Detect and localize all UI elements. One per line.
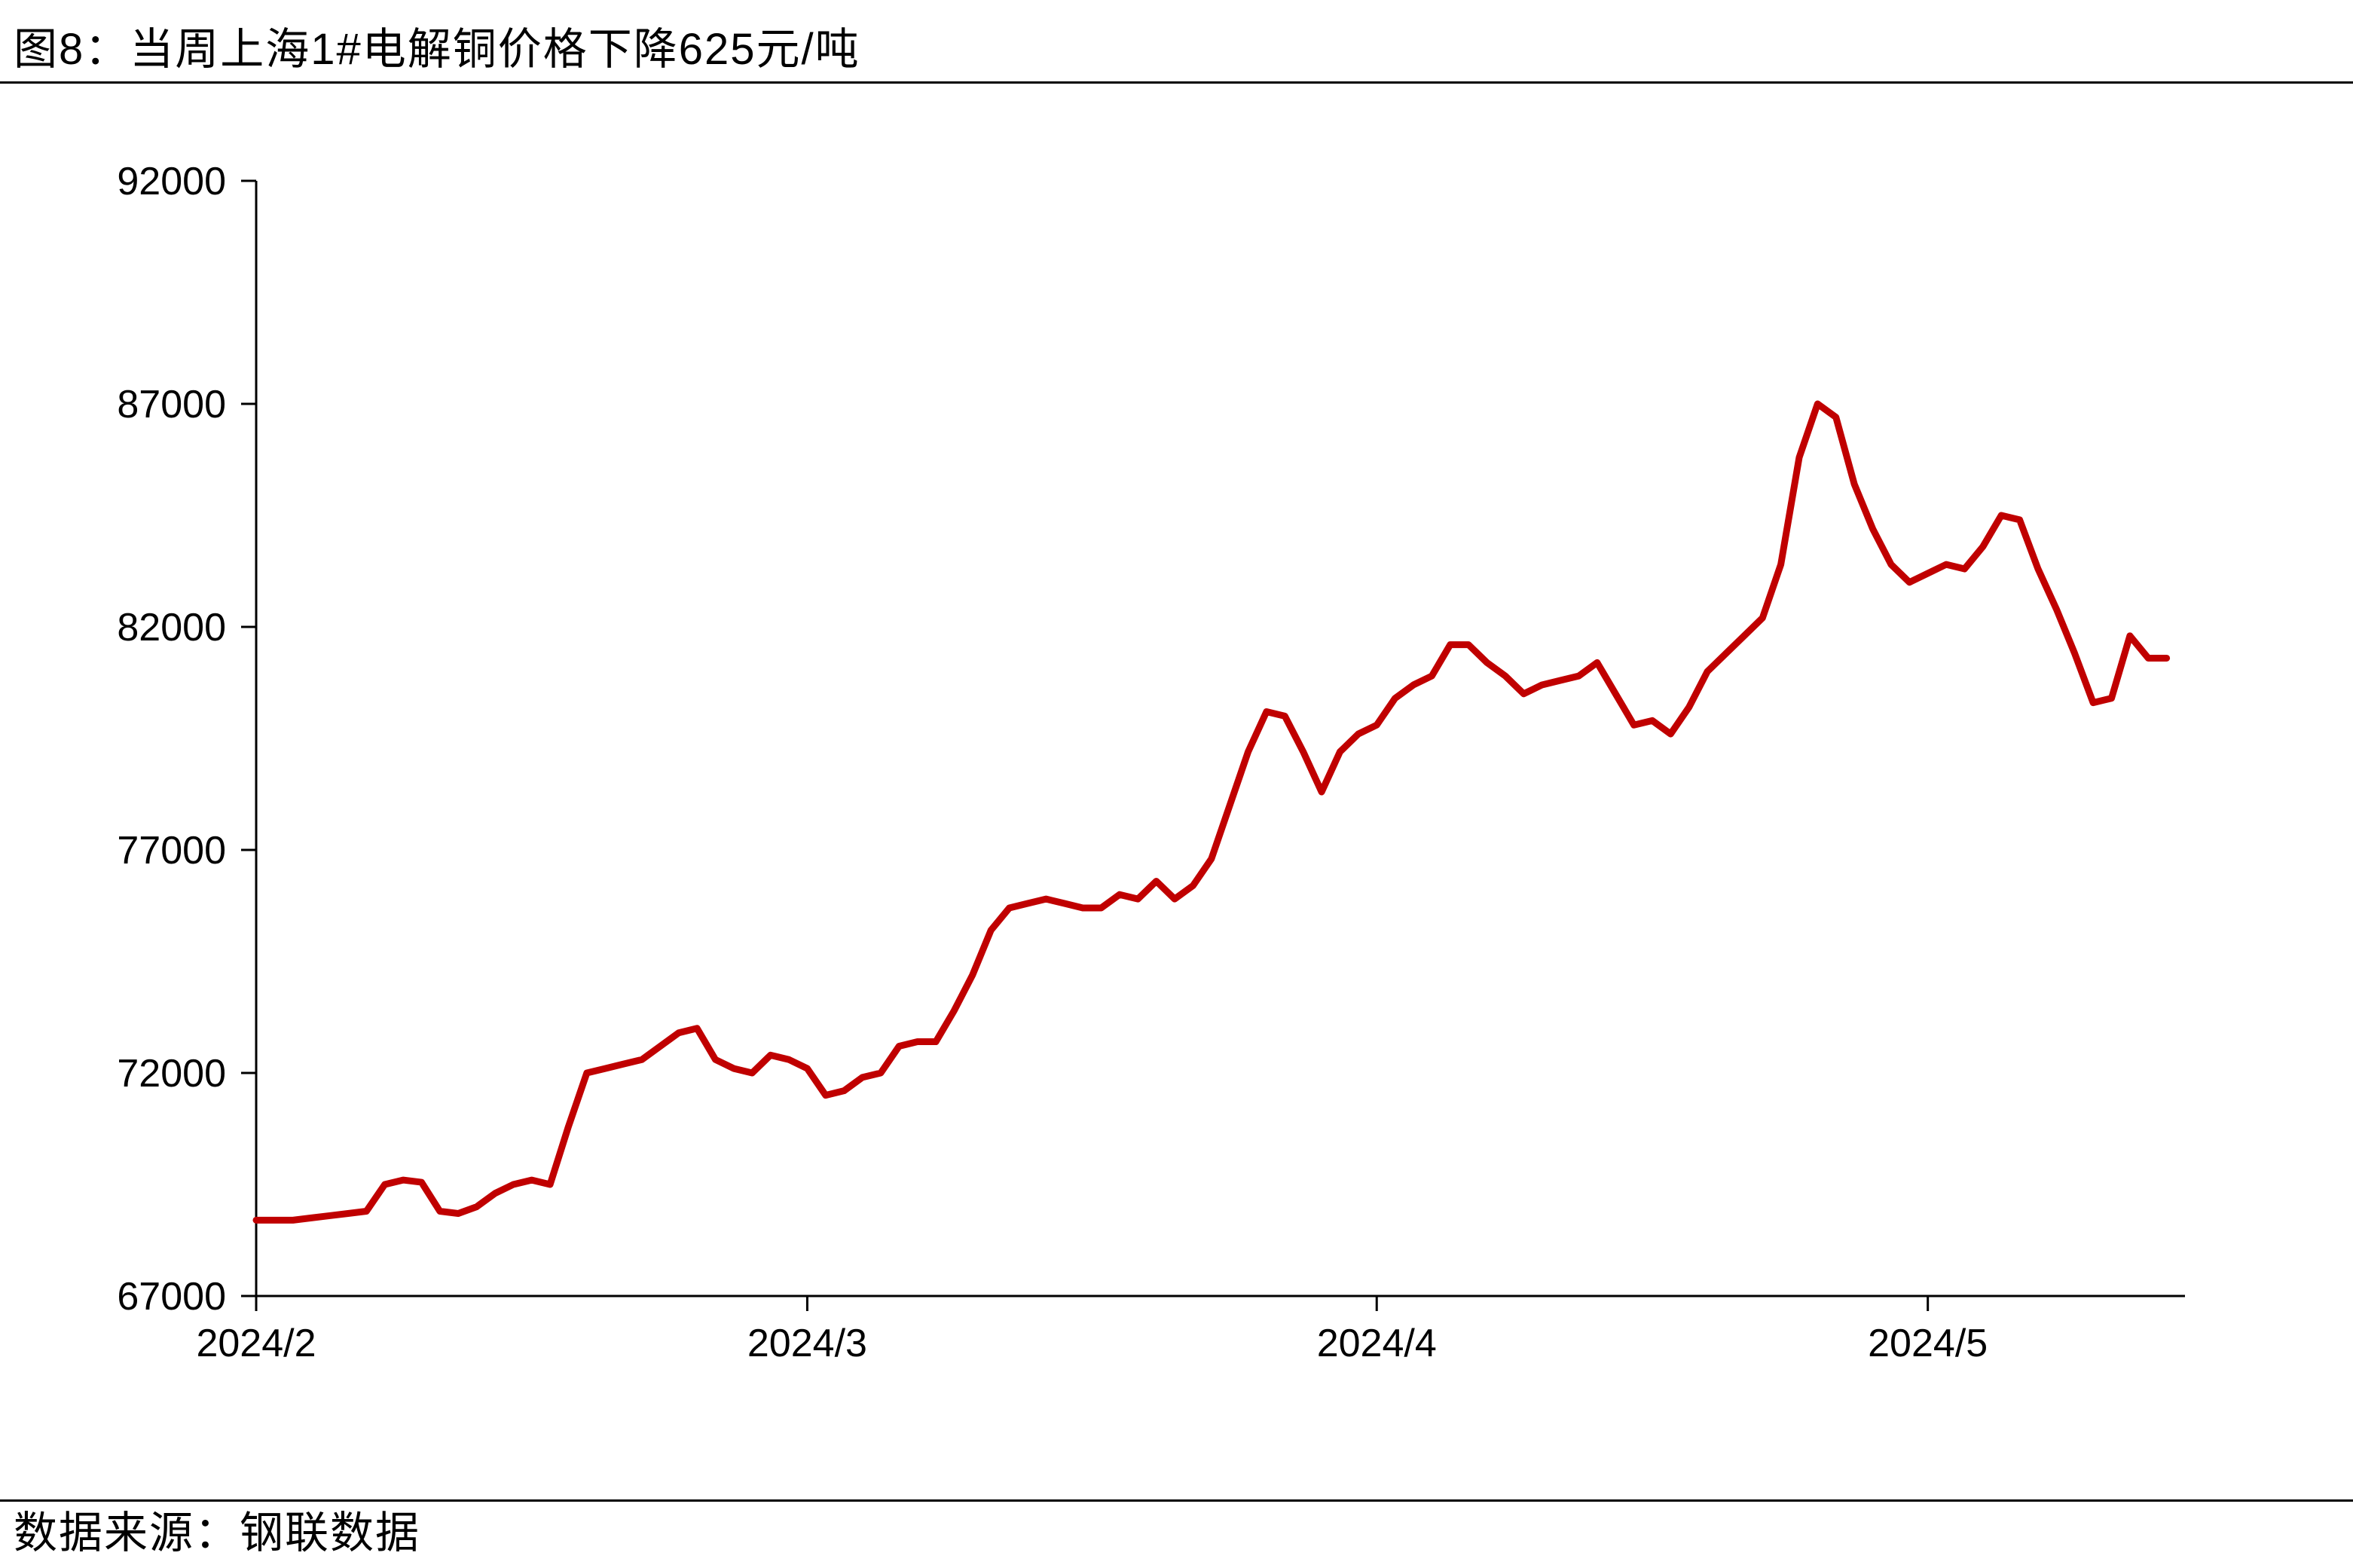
y-tick-label: 72000: [117, 1052, 226, 1096]
y-tick-label: 77000: [117, 829, 226, 873]
y-tick-label: 82000: [117, 606, 226, 650]
data-source: 数据来源：钢联数据: [14, 1497, 420, 1560]
y-tick-label: 67000: [117, 1275, 226, 1319]
y-tick-label: 87000: [117, 383, 226, 426]
y-tick-label: 92000: [117, 160, 226, 203]
x-tick-label: 2024/4: [1317, 1322, 1437, 1365]
figure-title: 图8：当周上海1#电解铜价格下降625元/吨: [14, 14, 860, 77]
x-tick-label: 2024/2: [196, 1322, 316, 1365]
x-tick-label: 2024/5: [1868, 1322, 1988, 1365]
chart-area: 67000 72000 77000 82000 87000 92000 2024/2 2024…: [0, 121, 2353, 1454]
title-underline: [0, 81, 2353, 84]
x-tick-label: 2024/3: [747, 1322, 867, 1365]
chart-svg: 67000 72000 77000 82000 87000 92000 2024/2 2024…: [0, 121, 2353, 1454]
price-line: [256, 404, 2167, 1220]
